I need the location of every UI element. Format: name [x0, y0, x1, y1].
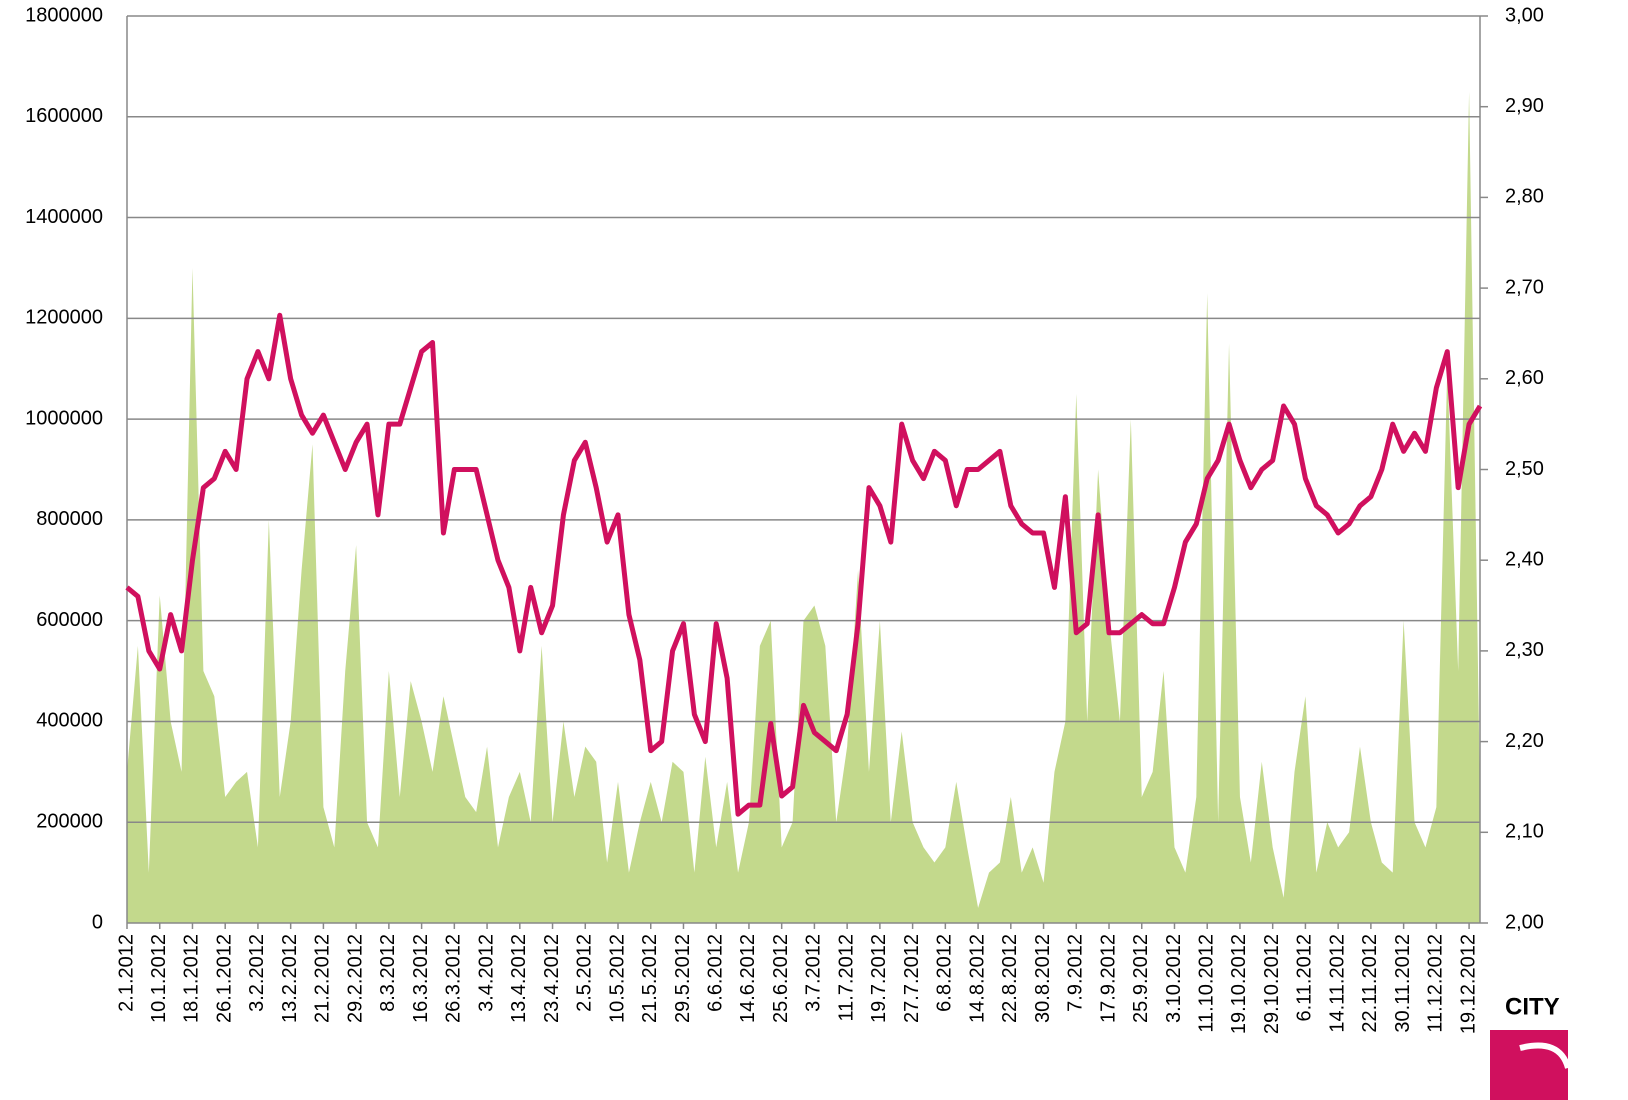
x-tick-label: 29.10.2012	[1261, 934, 1283, 1034]
x-tick-label: 14.11.2012	[1326, 934, 1348, 1033]
y-tick-label: 0	[92, 911, 103, 933]
logo-curve	[1519, 1042, 1571, 1069]
y2-tick-label: 2,00	[1505, 911, 1544, 933]
x-tick-label: 23.4.2012	[541, 934, 563, 1023]
x-tick-label: 21.5.2012	[639, 934, 661, 1023]
x-tick-label: 17.9.2012	[1097, 934, 1119, 1023]
y-tick-label: 1600000	[25, 105, 103, 127]
x-tick-label: 16.3.2012	[410, 934, 432, 1023]
x-tick-label: 7.9.2012	[1065, 934, 1087, 1012]
x-tick-label: 11.12.2012	[1425, 934, 1447, 1033]
x-tick-label: 18.1.2012	[181, 934, 203, 1023]
x-tick-label: 3.2.2012	[246, 934, 268, 1012]
x-tick-label: 27.7.2012	[901, 934, 923, 1023]
x-tick-label: 19.10.2012	[1228, 934, 1250, 1034]
x-tick-label: 6.6.2012	[704, 934, 726, 1012]
x-tick-label: 13.4.2012	[508, 934, 530, 1023]
x-tick-label: 8.3.2012	[377, 934, 399, 1012]
x-tick-label: 3.7.2012	[803, 934, 825, 1012]
x-tick-label: 29.2.2012	[344, 934, 366, 1023]
y-tick-label: 1400000	[25, 206, 103, 228]
x-tick-label: 21.2.2012	[312, 934, 334, 1023]
y2-tick-label: 2,10	[1505, 821, 1544, 843]
y2-tick-label: 2,60	[1505, 367, 1544, 389]
x-tick-label: 6.11.2012	[1294, 934, 1316, 1022]
y-tick-label: 1000000	[25, 407, 103, 429]
x-tick-label: 14.6.2012	[737, 934, 759, 1023]
y2-tick-label: 2,50	[1505, 458, 1544, 480]
y-tick-label: 1200000	[25, 307, 103, 329]
logo-text: CITY	[1505, 993, 1560, 1020]
y2-tick-label: 2,80	[1505, 186, 1544, 208]
x-tick-label: 22.11.2012	[1359, 934, 1381, 1033]
x-tick-label: 2.1.2012	[115, 934, 137, 1012]
x-tick-label: 3.4.2012	[475, 934, 497, 1012]
y2-tick-label: 3,00	[1505, 4, 1544, 26]
x-tick-label: 19.12.2012	[1457, 934, 1479, 1034]
x-tick-label: 25.6.2012	[770, 934, 792, 1023]
y2-tick-label: 2,90	[1505, 95, 1544, 117]
x-tick-label: 29.5.2012	[672, 934, 694, 1023]
y-tick-label: 200000	[36, 811, 103, 833]
x-tick-label: 19.7.2012	[868, 934, 890, 1023]
x-tick-label: 3.10.2012	[1163, 934, 1185, 1023]
logo-shape	[1490, 1030, 1568, 1100]
x-tick-label: 2.5.2012	[574, 934, 596, 1012]
x-tick-label: 30.8.2012	[1032, 934, 1054, 1023]
y2-tick-label: 2,70	[1505, 276, 1544, 298]
y2-tick-label: 2,20	[1505, 730, 1544, 752]
x-tick-label: 11.7.2012	[835, 934, 857, 1022]
y-tick-label: 600000	[36, 609, 103, 631]
y2-tick-label: 2,30	[1505, 639, 1544, 661]
x-tick-label: 25.9.2012	[1130, 934, 1152, 1023]
area	[127, 91, 1480, 924]
y2-tick-label: 2,40	[1505, 548, 1544, 570]
x-tick-label: 13.2.2012	[279, 934, 301, 1023]
x-tick-label: 26.1.2012	[213, 934, 235, 1023]
x-tick-label: 30.11.2012	[1392, 934, 1414, 1033]
y-tick-label: 800000	[36, 508, 103, 530]
x-tick-label: 11.10.2012	[1195, 934, 1217, 1033]
x-tick-label: 10.1.2012	[148, 934, 170, 1023]
y-tick-label: 400000	[36, 710, 103, 732]
x-tick-label: 14.8.2012	[966, 934, 988, 1023]
x-tick-label: 10.5.2012	[606, 934, 628, 1023]
x-tick-label: 6.8.2012	[934, 934, 956, 1012]
x-tick-label: 22.8.2012	[999, 934, 1021, 1023]
line	[125, 312, 1483, 817]
y-tick-label: 1800000	[25, 4, 103, 26]
x-tick-label: 26.3.2012	[443, 934, 465, 1023]
